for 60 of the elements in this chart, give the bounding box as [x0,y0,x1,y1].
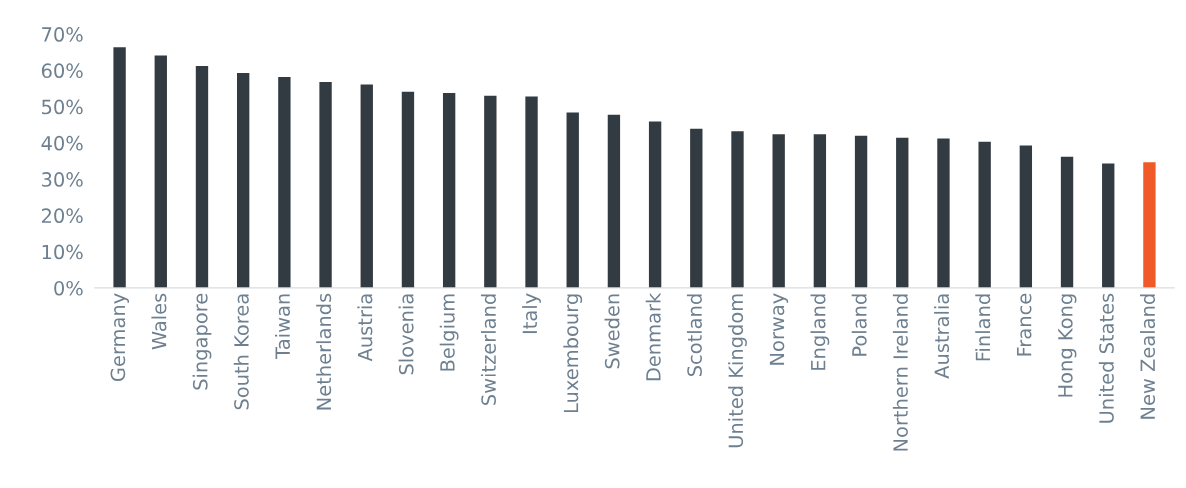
x-tick-label: Belgium [439,294,459,371]
bar [854,135,868,288]
x-tick-label: Hong Kong [1058,294,1077,397]
y-tick-label: 70% [42,27,83,42]
y-tick-label: 40% [41,135,83,151]
x-tick-label: Wales [151,293,167,350]
bar [442,92,456,288]
x-tick-label: Scotland [686,294,702,377]
x-tick-label: Sweden [604,294,620,369]
bar [607,114,621,288]
bar [319,82,332,288]
x-tick-label: Finland [975,294,991,361]
bar [772,134,785,288]
x-tick-label: United Kingdom [728,294,747,448]
x-tick-label: Netherlands [316,293,332,410]
x-tick-label: Switzerland [480,294,496,405]
bar [1143,162,1156,288]
bar [484,95,497,288]
y-tick-label: 30% [42,172,83,187]
bar [525,96,538,288]
x-tick-label: Singapore [192,293,212,390]
bar [278,76,291,288]
bar [1102,163,1115,288]
x-tick-label: England [810,294,830,370]
x-tick-label: Norway [769,293,789,365]
x-tick-label: Italy [522,293,541,334]
x-tick-label: Slovenia [398,294,414,375]
x-tick-label: Taiwan [274,294,291,359]
bar [896,137,909,288]
y-tick-label: 10% [42,244,83,260]
x-tick-label: United States [1098,293,1114,423]
x-tick-label: Northern Ireland [892,294,908,451]
x-tick-label: Denmark [645,292,661,381]
bar [195,66,209,288]
x-tick-label: South Korea [233,294,249,410]
bar [731,131,744,288]
x-tick-label: Austria [357,294,373,362]
bar [648,121,662,288]
x-tick-label: Australia [934,294,950,379]
bar [937,138,950,288]
bar [813,134,827,288]
bar [978,141,991,288]
y-tick-label: 0% [54,280,83,296]
y-tick-label: 60% [41,63,83,79]
bar [237,72,250,288]
bar [690,128,703,288]
bar [401,91,415,288]
x-tick-label: New Zealand [1140,294,1156,419]
bar [1060,156,1074,288]
x-tick-label: Germany [110,293,130,382]
y-tick-label: 50% [42,99,83,115]
bar [566,112,579,288]
x-tick-label: France [1017,293,1032,356]
bar [1019,145,1033,288]
x-tick-label: Poland [851,294,867,356]
y-tick-label: 20% [41,208,83,224]
bar [360,84,373,288]
bar [113,47,126,288]
bar [154,55,167,288]
x-tick-label: Luxembourg [563,294,583,413]
